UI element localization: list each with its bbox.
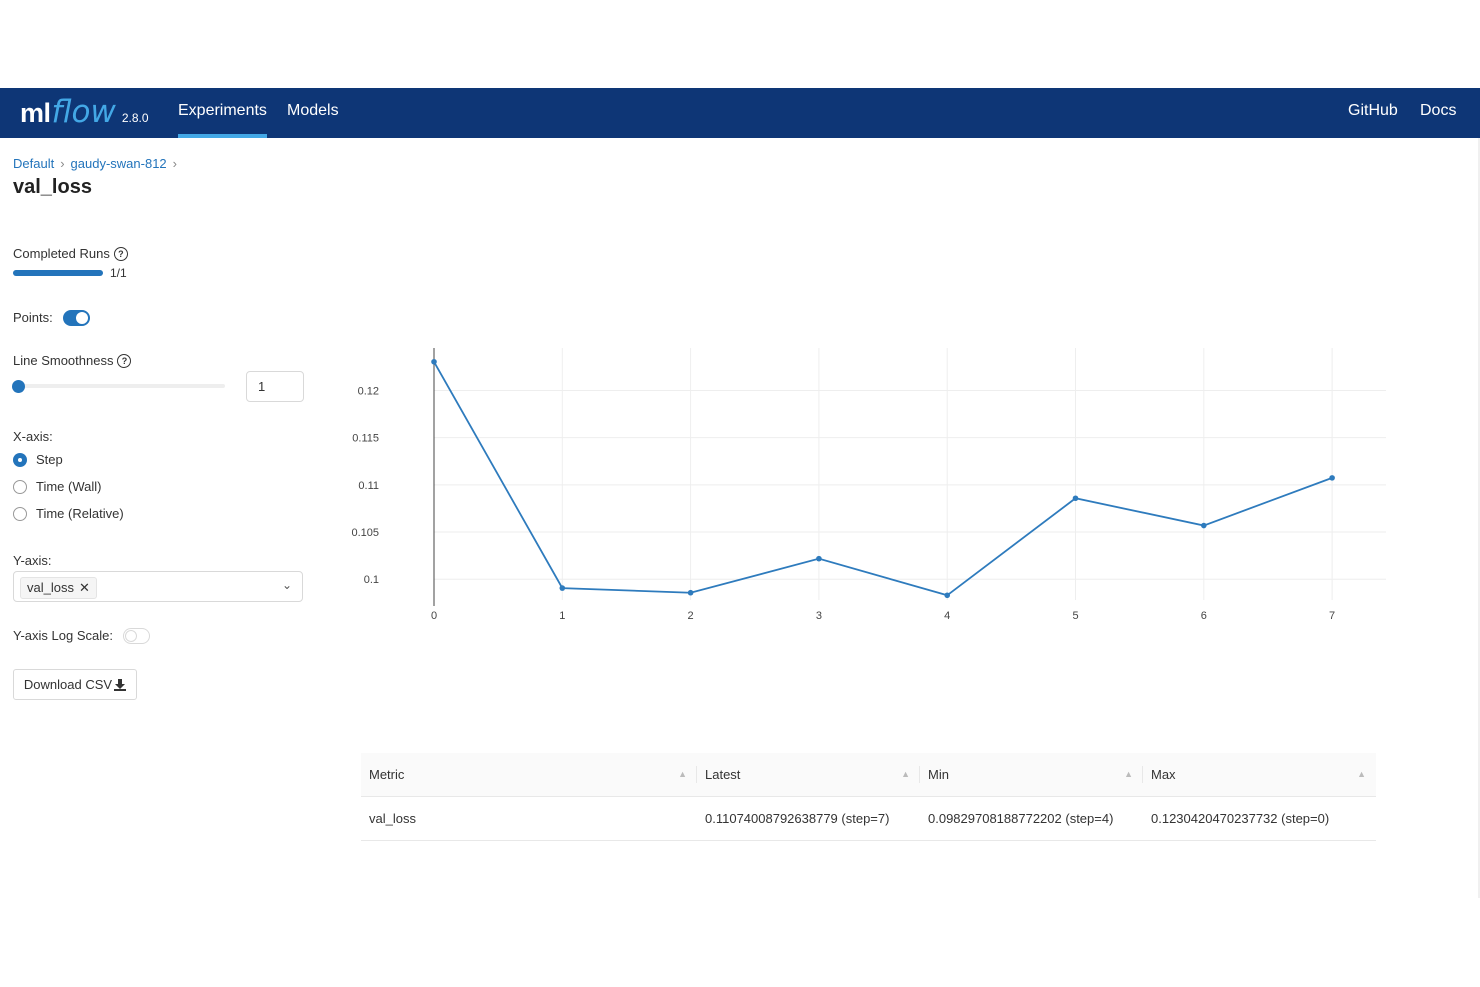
table-header: Metric ▲ Latest ▲ Min ▲ Max ▲ xyxy=(361,753,1376,797)
data-point xyxy=(944,592,951,599)
sort-icon[interactable]: ▲ xyxy=(678,769,687,779)
table-row: val_loss 0.11074008792638779 (step=7) 0.… xyxy=(361,797,1376,841)
breadcrumb: Default › gaudy-swan-812 › xyxy=(13,156,183,171)
y-axis-label: Y-axis: xyxy=(13,553,52,568)
mlflow-logo[interactable]: ml flow 2.8.0 xyxy=(20,94,149,132)
nav-docs[interactable]: Docs xyxy=(1420,102,1457,119)
column-divider xyxy=(1142,766,1143,783)
points-toggle[interactable] xyxy=(63,310,90,326)
breadcrumb-experiment[interactable]: Default xyxy=(13,156,55,171)
logo-ml-text: ml xyxy=(20,98,51,128)
header-text: Min xyxy=(928,767,949,782)
version-label: 2.8.0 xyxy=(121,111,149,125)
download-csv-label: Download CSV xyxy=(23,677,113,692)
x-tick-label: 5 xyxy=(1072,610,1078,622)
y-tick-label: 0.12 xyxy=(358,385,379,397)
logo-flow-text: flow xyxy=(51,94,116,130)
column-header-max[interactable]: Max ▲ xyxy=(1143,753,1376,796)
column-header-metric[interactable]: Metric ▲ xyxy=(361,753,697,796)
x-axis-option-step[interactable]: Step xyxy=(13,452,63,467)
x-axis-option-time-relative[interactable]: Time (Relative) xyxy=(13,506,124,521)
breadcrumb-separator: › xyxy=(60,156,65,171)
data-point xyxy=(816,555,822,562)
radio-unchecked[interactable] xyxy=(13,479,27,494)
sort-icon[interactable]: ▲ xyxy=(1357,769,1366,779)
tag-label: val_loss xyxy=(27,580,74,595)
data-point xyxy=(1072,495,1079,502)
cell-min: 0.09829708188772202 (step=4) xyxy=(928,811,1114,826)
help-icon[interactable]: ? xyxy=(117,354,132,368)
metric-summary-table: Metric ▲ Latest ▲ Min ▲ Max ▲ val_loss 0.110… xyxy=(361,753,1376,841)
radio-checked[interactable] xyxy=(13,452,27,467)
column-divider xyxy=(919,766,920,783)
data-point xyxy=(559,585,566,591)
data-point xyxy=(687,589,694,596)
series-line xyxy=(433,361,1333,597)
column-divider xyxy=(696,766,697,783)
y-tick-label: 0.1 xyxy=(364,574,379,586)
y-tick-label: 0.105 xyxy=(351,527,379,539)
val-loss-line-chart[interactable]: 0 1 2 3 4 5 6 7 0.1 0.105 0.11 0.115 0.12 xyxy=(0,0,1480,700)
data-point xyxy=(1329,475,1335,481)
help-icon[interactable]: ? xyxy=(113,247,128,261)
x-tick-label: 3 xyxy=(816,610,822,622)
x-tick-label: 0 xyxy=(431,610,437,622)
smoothness-slider-rail[interactable] xyxy=(13,384,225,388)
x-tick-label: 2 xyxy=(688,610,694,622)
nav-github[interactable]: GitHub xyxy=(1348,102,1398,119)
x-tick-label: 1 xyxy=(559,610,565,622)
nav-experiments[interactable]: Experiments xyxy=(178,88,267,138)
x-tick-label: 6 xyxy=(1201,610,1207,622)
y-tick-label: 0.115 xyxy=(352,433,379,445)
nav-models[interactable]: Models xyxy=(287,102,339,119)
page-title: val_loss xyxy=(13,176,92,198)
cell-metric: val_loss xyxy=(369,811,416,826)
sort-icon[interactable]: ▲ xyxy=(901,769,910,779)
download-icon xyxy=(114,678,127,691)
progress-fill xyxy=(13,270,103,276)
download-csv-button[interactable]: Download CSV xyxy=(13,669,137,700)
header-text: Max xyxy=(1151,767,1176,782)
cell-max: 0.1230420470237732 (step=0) xyxy=(1151,811,1330,826)
radio-label: Step xyxy=(36,452,63,467)
toggle-knob xyxy=(125,630,137,642)
y-axis-tag: val_loss ✕ xyxy=(20,577,97,599)
completed-runs-text: Completed Runs xyxy=(13,246,110,261)
remove-tag-icon[interactable]: ✕ xyxy=(78,580,90,595)
radio-label: Time (Relative) xyxy=(36,506,124,521)
data-point xyxy=(431,358,437,365)
line-smoothness-label: Line Smoothness? xyxy=(13,353,132,368)
breadcrumb-run[interactable]: gaudy-swan-812 xyxy=(70,156,167,171)
y-tick-label: 0.11 xyxy=(358,480,379,492)
log-scale-label: Y-axis Log Scale: xyxy=(13,628,113,643)
y-axis-select[interactable]: val_loss ✕ ⌄ xyxy=(13,571,303,602)
x-tick-label: 4 xyxy=(944,610,950,622)
column-header-min[interactable]: Min ▲ xyxy=(920,753,1143,796)
column-header-latest[interactable]: Latest ▲ xyxy=(697,753,920,796)
radio-unchecked[interactable] xyxy=(13,506,27,521)
points-label: Points: xyxy=(13,310,53,325)
sort-icon[interactable]: ▲ xyxy=(1124,769,1133,779)
top-navbar: ml flow 2.8.0 Experiments Models GitHub … xyxy=(0,88,1480,138)
smoothness-input[interactable] xyxy=(246,371,304,402)
chevron-down-icon[interactable]: ⌄ xyxy=(281,578,292,592)
data-point xyxy=(1201,522,1207,529)
toggle-knob xyxy=(76,312,88,324)
breadcrumb-separator: › xyxy=(172,156,178,171)
log-scale-toggle[interactable] xyxy=(123,628,150,644)
smoothness-slider-handle[interactable] xyxy=(12,380,25,393)
cell-latest: 0.11074008792638779 (step=7) xyxy=(705,811,890,826)
page-scroll-edge xyxy=(1478,138,1480,898)
x-axis-label: X-axis: xyxy=(13,429,53,444)
header-text: Metric xyxy=(369,767,405,782)
x-axis-option-time-wall[interactable]: Time (Wall) xyxy=(13,479,101,494)
completed-runs-label: Completed Runs? xyxy=(13,246,128,261)
completed-runs-value: 1/1 xyxy=(110,266,127,280)
line-smoothness-text: Line Smoothness xyxy=(13,353,114,368)
completed-runs-progress xyxy=(13,270,103,276)
radio-label: Time (Wall) xyxy=(36,479,102,494)
x-tick-label: 7 xyxy=(1329,610,1335,622)
header-text: Latest xyxy=(705,767,741,782)
